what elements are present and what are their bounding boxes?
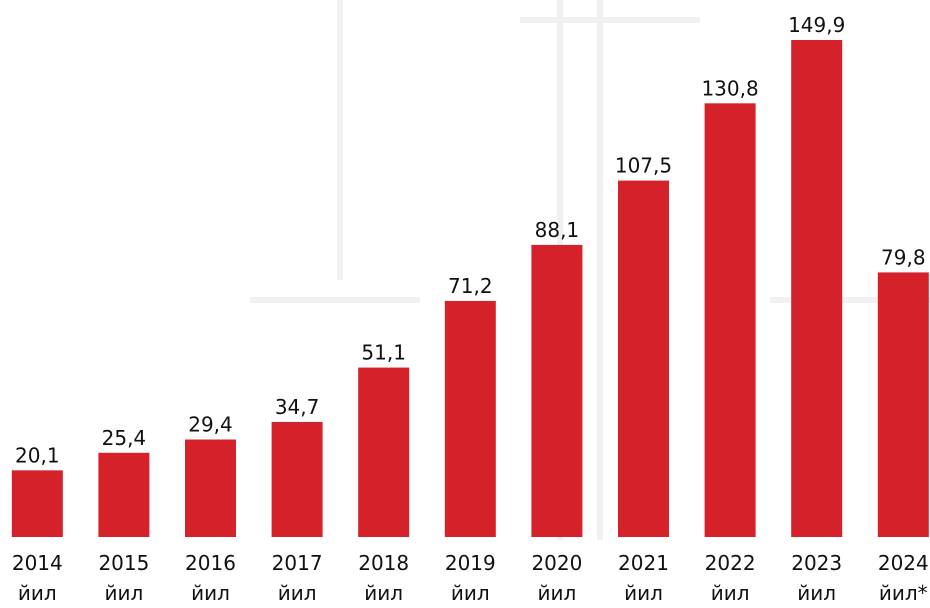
bar [791,40,842,537]
bar [705,103,756,537]
x-tick-label: 2015 йил [93,548,155,608]
bar [445,301,496,537]
x-tick-label: 2018 йил [353,548,415,608]
value-label: 71,2 [448,274,493,298]
value-label: 29,4 [188,413,233,437]
x-tick-label: 2014 йил [6,548,68,608]
x-tick-label: 2021 йил [613,548,675,608]
x-tick-label: 2023 йил [786,548,848,608]
page: 20,1 25,4 29,4 34,7 51,1 71,2 88,1 107,5 130,8 14… [0,0,930,601]
bar [12,470,63,537]
value-label: 34,7 [275,395,320,419]
x-tick-label: 2019 йил [439,548,501,608]
value-label: 20,1 [15,443,60,467]
bar [878,272,929,537]
value-label: 79,8 [881,245,926,269]
chart: 20,1 25,4 29,4 34,7 51,1 71,2 88,1 107,5 130,8 14… [0,0,930,601]
bar [358,368,409,537]
x-tick-label: 2017 йил [266,548,328,608]
value-label: 130,8 [701,76,758,100]
x-tick-label: 2016 йил [180,548,242,608]
bar [272,422,323,537]
value-label: 149,9 [788,13,845,37]
value-label: 88,1 [535,218,580,242]
value-label: 51,1 [361,341,406,365]
x-tick-label: 2020 йил [526,548,588,608]
bar [531,245,582,537]
bar [185,440,236,537]
bar [618,181,669,537]
value-label: 107,5 [615,154,672,178]
bar [98,453,149,537]
x-tick-label: 2024 йил* [872,548,930,608]
value-label: 25,4 [102,426,147,450]
x-tick-label: 2022 йил [699,548,761,608]
